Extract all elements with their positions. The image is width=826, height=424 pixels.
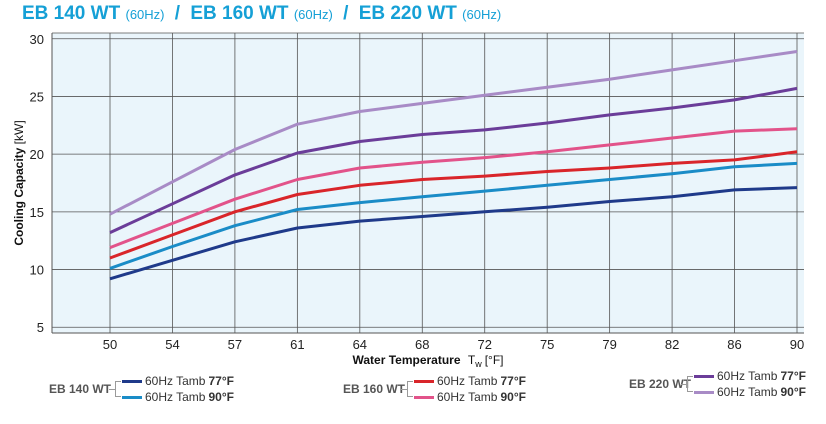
y-axis-unit: [kW] (12, 120, 26, 144)
title-model-1: EB 140 WT (22, 3, 121, 24)
legend-connector (401, 389, 407, 390)
legend-bracket (687, 376, 693, 392)
plot-area (52, 33, 804, 333)
y-tick-label: 15 (30, 205, 44, 220)
title-hz-3: (60Hz) (462, 7, 502, 22)
legend-entry: 60Hz Tamb 77°F (414, 374, 526, 388)
legend-entry: 60Hz Tamb 90°F (694, 385, 806, 399)
legend-entry: 60Hz Tamb 77°F (122, 374, 234, 388)
series-line-6 (109, 50, 798, 216)
y-tick-label: 5 (37, 320, 44, 335)
legend-model-label: EB 140 WT (49, 382, 112, 396)
x-axis-title: Water Temperature Tw [°F] (352, 353, 503, 369)
x-axis-symbol: T (468, 353, 476, 367)
series-line-3 (109, 150, 798, 260)
x-tick-label: 54 (165, 337, 179, 352)
series-lines (109, 50, 798, 281)
grid-lines (51, 32, 804, 334)
y-tick-label: 20 (30, 147, 44, 162)
series-line-5 (109, 86, 798, 234)
legend-entry-temp: 77°F (780, 369, 806, 383)
legend-bracket (407, 381, 413, 397)
title-separator-1: / (174, 3, 181, 24)
legend-entry-temp: 90°F (780, 385, 806, 399)
legend-swatch (414, 379, 434, 383)
legend-entry-temp: 90°F (500, 390, 526, 404)
x-tick-label: 64 (353, 337, 367, 352)
title-separator-2: / (343, 3, 349, 24)
legend-entry-temp: 90°F (208, 390, 234, 404)
legend-model-label: EB 160 WT (343, 382, 406, 396)
legend-connector (681, 384, 687, 385)
x-tick-label: 68 (415, 337, 429, 352)
title-hz-2: (60Hz) (293, 7, 333, 22)
legend-bracket (115, 381, 121, 397)
y-tick-label: 10 (30, 263, 44, 278)
x-tick-labels: 50 54 57 61 64 68 72 75 79 82 86 90 (103, 337, 804, 352)
legend-entry-label: 60Hz Tamb (717, 385, 778, 399)
y-axis-title-text: Cooling Capacity (12, 147, 26, 245)
x-tick-label: 82 (665, 337, 679, 352)
legend-entry-temp: 77°F (208, 374, 234, 388)
y-tick-label: 30 (30, 32, 44, 47)
x-tick-label: 75 (540, 337, 554, 352)
legend-swatch (694, 374, 714, 378)
title-hz-1: (60Hz) (125, 7, 165, 22)
title-model-2: EB 160 WT (190, 3, 289, 24)
legend-swatch (122, 379, 142, 383)
x-tick-label: 79 (602, 337, 616, 352)
x-axis-title-text: Water Temperature (352, 353, 460, 367)
legend-entry: 60Hz Tamb 77°F (694, 369, 806, 383)
legend-entry-label: 60Hz Tamb (437, 390, 498, 404)
title-model-3: EB 220 WT (358, 3, 457, 24)
series-line-1 (109, 186, 798, 281)
legend-entry: 60Hz Tamb 90°F (122, 390, 234, 404)
series-line-2 (109, 161, 798, 270)
legend-entry: 60Hz Tamb 90°F (414, 390, 526, 404)
series-line-4 (109, 127, 798, 249)
legend-swatch (122, 395, 142, 399)
y-axis-title: Cooling Capacity [kW] (12, 120, 26, 245)
y-tick-labels: 5 10 15 20 25 30 (30, 32, 44, 335)
x-tick-label: 61 (290, 337, 304, 352)
legend-swatch (694, 390, 714, 394)
x-axis-subscript: w (474, 359, 482, 369)
x-tick-label: 90 (790, 337, 804, 352)
x-axis-unit: [°F] (485, 353, 504, 367)
legend-entry-label: 60Hz Tamb (145, 374, 206, 388)
x-tick-label: 50 (103, 337, 117, 352)
legend-connector (109, 389, 115, 390)
legend-entry-label: 60Hz Tamb (437, 374, 498, 388)
x-tick-label: 86 (727, 337, 741, 352)
chart-title: EB 140 WT (60Hz) / EB 160 WT (60Hz) / EB… (22, 3, 501, 25)
y-tick-label: 25 (30, 89, 44, 104)
x-tick-label: 72 (477, 337, 491, 352)
legend-entry-label: 60Hz Tamb (717, 369, 778, 383)
x-tick-label: 57 (228, 337, 242, 352)
legend-swatch (414, 395, 434, 399)
legend-model-label: EB 220 WT (629, 377, 692, 391)
legend-entry-label: 60Hz Tamb (145, 390, 206, 404)
legend-entry-temp: 77°F (500, 374, 526, 388)
